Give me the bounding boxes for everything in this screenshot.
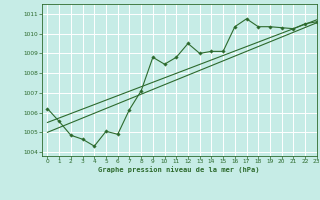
X-axis label: Graphe pression niveau de la mer (hPa): Graphe pression niveau de la mer (hPa): [99, 167, 260, 173]
